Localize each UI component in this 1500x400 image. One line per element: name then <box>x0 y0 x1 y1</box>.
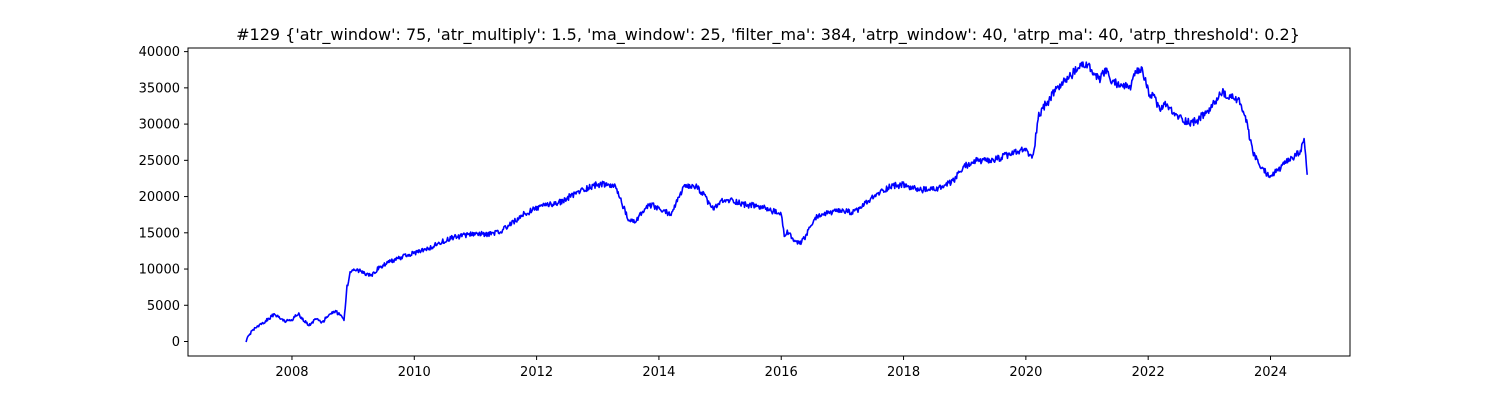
chart-title: #129 {'atr_window': 75, 'atr_multiply': … <box>236 25 1300 45</box>
x-tick-label: 2018 <box>887 365 920 380</box>
y-tick-label: 15000 <box>139 226 180 241</box>
x-tick-label: 2008 <box>275 365 308 380</box>
x-tick-label: 2022 <box>1132 365 1165 380</box>
x-tick-label: 2012 <box>520 365 553 380</box>
y-tick-label: 30000 <box>139 118 180 133</box>
plot-area <box>188 48 1350 356</box>
y-tick-label: 25000 <box>139 154 180 169</box>
plot-frame <box>187 47 1351 357</box>
x-axis: 2008 2010 2012 2014 2016 2018 2020 2022 2024 <box>275 356 1287 380</box>
y-tick-label: 35000 <box>139 81 180 96</box>
series-line <box>245 61 1308 343</box>
x-tick-label: 2024 <box>1254 365 1287 380</box>
y-tick-label: 40000 <box>139 45 180 60</box>
x-tick-label: 2020 <box>1009 365 1042 380</box>
y-axis: 0 5000 10000 15000 20000 25000 30000 35000 40000 <box>139 45 188 350</box>
y-tick-label: 10000 <box>139 263 180 278</box>
y-tick-label: 20000 <box>139 190 180 205</box>
x-tick-label: 2014 <box>642 365 675 380</box>
y-tick-label: 5000 <box>147 299 180 314</box>
x-tick-label: 2016 <box>765 365 798 380</box>
x-tick-label: 2010 <box>398 365 431 380</box>
series-layer <box>245 61 1308 343</box>
y-tick-label: 0 <box>172 335 180 350</box>
